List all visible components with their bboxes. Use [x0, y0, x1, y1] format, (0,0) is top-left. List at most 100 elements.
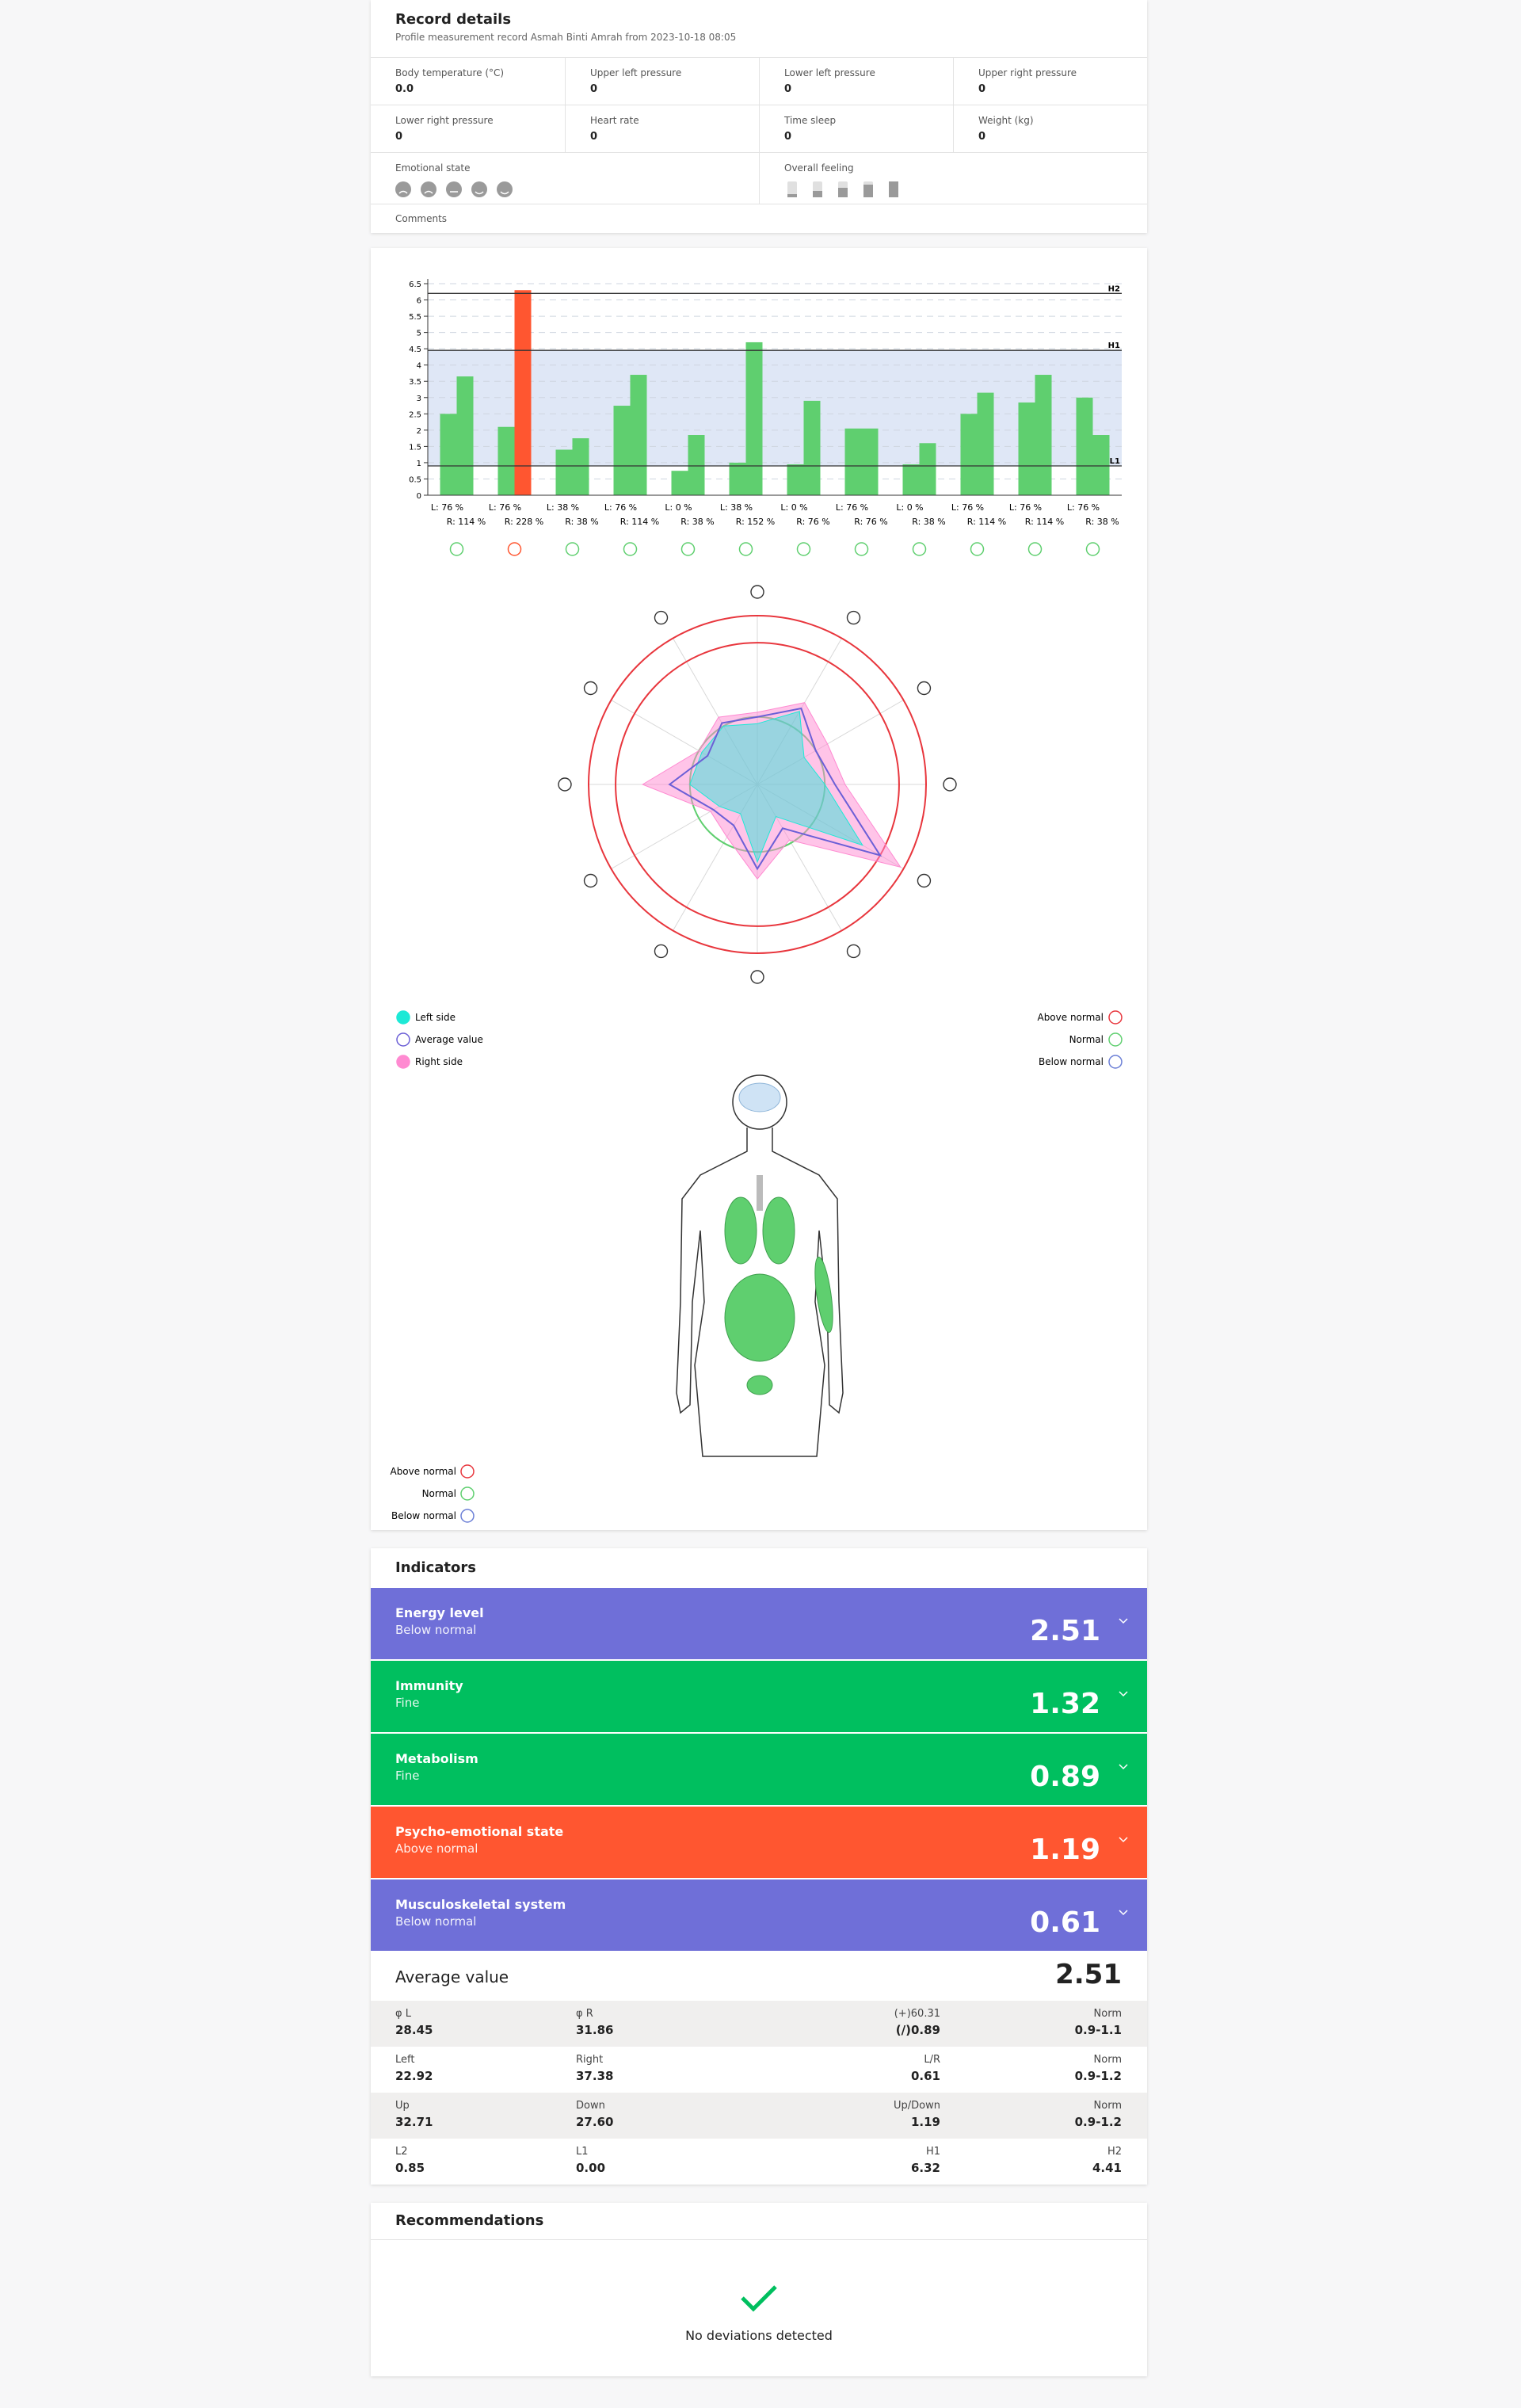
- bar: [803, 400, 821, 495]
- emotion-icon: [446, 181, 462, 197]
- axis-icon: [943, 777, 957, 792]
- stats-value: 0.9-1.2: [1074, 2069, 1122, 2083]
- indicator-value: 1.19: [1030, 1834, 1100, 1866]
- left-label: L: 0 %: [896, 502, 923, 513]
- legend-swatch: [396, 1010, 410, 1025]
- stats-value: 28.45: [395, 2023, 433, 2037]
- state-label: Overall feeling: [784, 162, 854, 174]
- chevron-path: [1119, 1910, 1128, 1916]
- state-cell: Overall feeling: [759, 152, 1147, 204]
- bar: [688, 435, 705, 495]
- left-label: L: 38 %: [720, 502, 753, 513]
- legend-swatch: [460, 1509, 475, 1523]
- field-value: 0: [395, 131, 403, 143]
- chevron[interactable]: [1119, 1764, 1128, 1770]
- chevron[interactable]: [1119, 1691, 1128, 1697]
- chevron[interactable]: [1119, 1837, 1128, 1843]
- indicators-card: Indicators Energy level Below normal 2.51 I…: [371, 1548, 1147, 2185]
- axis-icon: [750, 585, 764, 599]
- indicator-row[interactable]: Psycho-emotional state Above normal 1.19: [371, 1807, 1147, 1878]
- indicator-row[interactable]: Immunity Fine 1.32: [371, 1661, 1147, 1732]
- emotion-icon: [497, 181, 513, 197]
- bar: [745, 342, 763, 495]
- bar: [497, 426, 515, 495]
- left-label: L: 76 %: [489, 502, 521, 513]
- y-tick-label: 0.5: [409, 475, 421, 484]
- indicator-value: 0.61: [1030, 1906, 1100, 1939]
- bar: [1076, 397, 1093, 495]
- bar: [1092, 435, 1110, 495]
- stats-label: Down: [576, 2100, 605, 2112]
- chevron-path: [1119, 1618, 1128, 1624]
- organ-icon: [449, 542, 464, 556]
- chevron[interactable]: [1119, 1618, 1128, 1624]
- field-value: 0: [784, 83, 792, 95]
- right-label: R: 38 %: [912, 517, 945, 527]
- field-cell: Lower left pressure 0: [759, 57, 953, 105]
- organ-icon: [623, 542, 638, 556]
- y-tick-label: 6: [417, 297, 421, 306]
- stats-label: Norm: [1093, 2054, 1122, 2066]
- stats-row: φ L 28.45 φ R 31.86 (+)60.31 (/)0.89 Norm 0.9-1…: [371, 2001, 1147, 2047]
- y-tick-label: 5.5: [409, 313, 421, 322]
- bar: [861, 428, 879, 495]
- stats-label: Left: [395, 2054, 415, 2066]
- axis-icon: [917, 873, 932, 888]
- feeling-fill: [787, 194, 797, 197]
- field-label: Weight (kg): [978, 115, 1034, 126]
- ring: [588, 615, 927, 954]
- emotion-mouth: [424, 190, 433, 194]
- organ-icon: [1085, 542, 1100, 556]
- legend-label: Normal: [422, 1488, 456, 1499]
- stats-label: φ L: [395, 2008, 411, 2020]
- left-label: L: 76 %: [836, 502, 868, 513]
- organ-icon: [854, 542, 869, 556]
- record-subtitle: Profile measurement record Asmah Binti A…: [395, 32, 737, 43]
- stats-value: 1.19: [910, 2115, 940, 2129]
- stats-value: 22.92: [395, 2069, 433, 2083]
- indicators-title: Indicators: [395, 1559, 476, 1576]
- stats-label: Norm: [1093, 2100, 1122, 2112]
- indicator-row[interactable]: Metabolism Fine 0.89: [371, 1734, 1147, 1805]
- axis-icon: [654, 944, 669, 959]
- bar: [1035, 375, 1052, 495]
- legend-swatch: [396, 1055, 410, 1069]
- stats-value: 0.9-1.1: [1074, 2023, 1122, 2037]
- right-label: R: 38 %: [680, 517, 714, 527]
- feeling-fill: [838, 188, 848, 197]
- chevron-path: [1119, 1837, 1128, 1843]
- y-tick-label: 4.5: [409, 345, 421, 354]
- organ: [724, 1196, 757, 1265]
- indicator-row[interactable]: Energy level Below normal 2.51: [371, 1588, 1147, 1659]
- axis-icon: [750, 970, 764, 984]
- stats-value: 0.00: [576, 2161, 606, 2175]
- bar: [514, 290, 532, 495]
- field-cell: Lower right pressure 0: [371, 105, 565, 152]
- y-tick-label: 4: [417, 362, 421, 371]
- recommendation-message: No deviations detected: [685, 2328, 833, 2343]
- stats-label: Right: [576, 2054, 604, 2066]
- stats-value: 4.41: [1092, 2161, 1122, 2175]
- right-label: R: 114 %: [620, 517, 659, 527]
- legend-swatch: [460, 1464, 475, 1479]
- emotion-icons: [395, 181, 513, 197]
- bar: [440, 414, 457, 495]
- stats-value: 32.71: [395, 2115, 433, 2129]
- organ-icon: [1027, 542, 1043, 556]
- comments-cell: Comments: [371, 204, 1147, 233]
- stats-label: L/R: [924, 2054, 940, 2066]
- organ: [746, 1375, 773, 1395]
- bar: [671, 471, 688, 495]
- organ: [724, 1273, 795, 1362]
- left-label: L: 0 %: [780, 502, 807, 513]
- y-tick-label: 2: [417, 427, 421, 436]
- chevron[interactable]: [1119, 1910, 1128, 1916]
- indicator-row[interactable]: Musculoskeletal system Below normal 0.61: [371, 1879, 1147, 1951]
- stats-value: 37.38: [576, 2069, 614, 2083]
- record-card: Record details Profile measurement recor…: [371, 0, 1147, 233]
- organ-icon: [796, 542, 811, 556]
- feeling-fill: [863, 185, 873, 197]
- axis-icon: [583, 873, 598, 888]
- stats-value: 27.60: [576, 2115, 614, 2129]
